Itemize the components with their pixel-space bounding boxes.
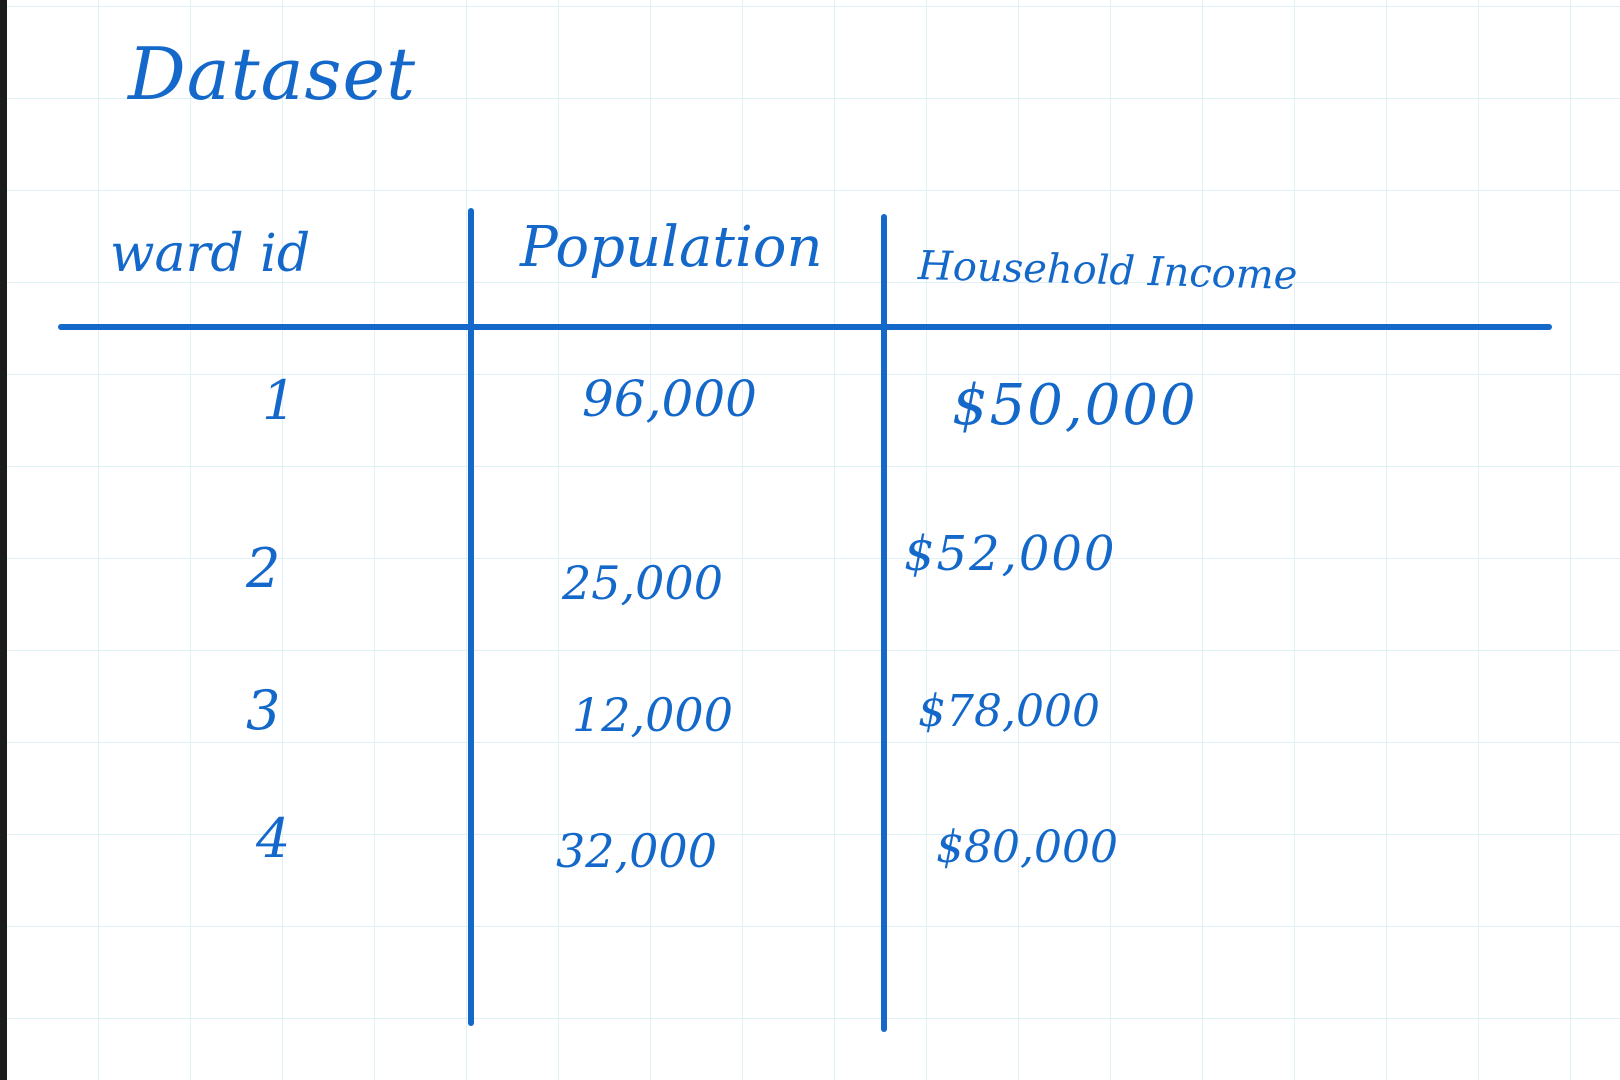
table-cell-household-income: $78,000 bbox=[918, 686, 1100, 737]
table-cell-ward-id: 2 bbox=[246, 537, 281, 600]
column-header-population: Population bbox=[520, 215, 823, 280]
column-header-ward-id: ward id bbox=[110, 224, 311, 284]
column-header-household-income: Household Income bbox=[917, 243, 1299, 299]
column-divider-line bbox=[468, 208, 474, 1026]
table-cell-population: 32,000 bbox=[556, 824, 717, 878]
table-cell-household-income: $52,000 bbox=[904, 526, 1117, 582]
page-title: Dataset bbox=[128, 32, 417, 116]
table-cell-population: 25,000 bbox=[562, 556, 723, 610]
table-cell-population: 12,000 bbox=[572, 688, 733, 742]
table-cell-ward-id: 1 bbox=[262, 369, 297, 432]
table-cell-household-income: $80,000 bbox=[936, 822, 1118, 873]
table-cell-ward-id: 4 bbox=[256, 807, 291, 870]
column-divider-line bbox=[881, 214, 887, 1032]
table-cell-household-income: $50,000 bbox=[952, 373, 1198, 438]
header-divider-line bbox=[58, 324, 1552, 330]
table-cell-population: 96,000 bbox=[582, 370, 757, 428]
window-left-edge bbox=[0, 0, 7, 1080]
table-cell-ward-id: 3 bbox=[246, 679, 281, 742]
